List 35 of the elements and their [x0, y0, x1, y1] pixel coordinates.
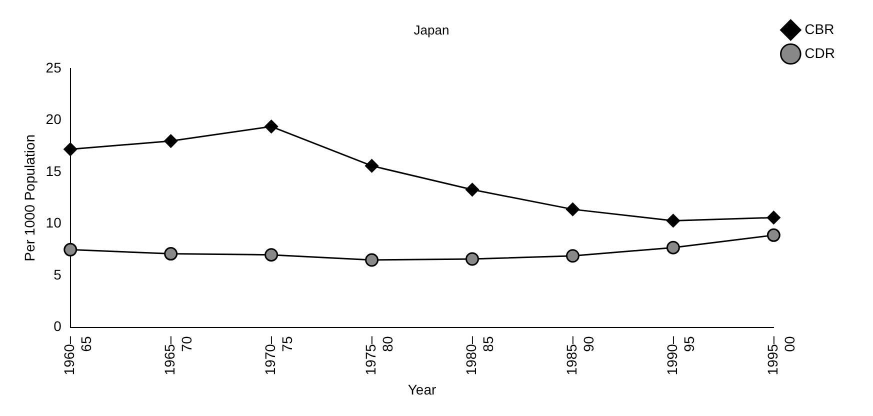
point [365, 253, 379, 267]
chart-title: Japan [414, 22, 450, 38]
point [766, 210, 780, 224]
y-tick-label: 15 [46, 162, 62, 179]
point [264, 120, 278, 134]
point [64, 242, 78, 256]
y-axis-title: Per 1000 Population [21, 134, 38, 262]
point [566, 202, 580, 216]
point [164, 134, 178, 148]
x-axis-title: Year [408, 381, 436, 398]
point [365, 159, 379, 173]
point [264, 248, 278, 262]
y-tick-label: 20 [46, 111, 62, 128]
point [566, 249, 580, 263]
y-tick-label: 5 [54, 266, 62, 282]
x-tick-label: 1980–85 [463, 336, 496, 376]
x-tick-label: 1985–90 [564, 336, 596, 376]
point [164, 247, 178, 261]
y-tick-label: 10 [46, 214, 62, 231]
x-tick-label: 1995–00 [764, 336, 798, 376]
point [766, 228, 780, 242]
x-tick-label: 1975–80 [362, 336, 396, 376]
point [666, 214, 680, 228]
point [466, 182, 480, 196]
point [466, 252, 480, 266]
legend-label: CDR [804, 44, 836, 61]
x-tick-label: 1990–95 [664, 336, 697, 376]
y-tick-label: 0 [54, 318, 62, 334]
x-tick-label: 1970–75 [262, 336, 295, 376]
x-tick-label: 1965–70 [162, 336, 195, 376]
y-tick-label: 25 [46, 59, 62, 76]
point [666, 240, 680, 254]
x-tick-label: 1960–65 [61, 336, 94, 376]
point [64, 142, 78, 156]
legend-label: CBR [804, 20, 834, 37]
